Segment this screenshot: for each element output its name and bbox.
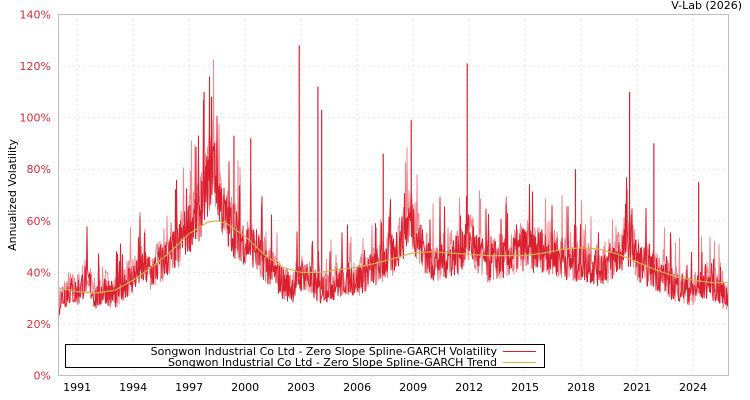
legend-label-trend: Songwon Industrial Co Ltd - Zero Slope S…: [168, 355, 497, 369]
x-tick-label: 2003: [287, 381, 315, 394]
legend-label-volatility: Songwon Industrial Co Ltd - Zero Slope S…: [150, 344, 497, 358]
y-axis-tick-labels: 0% 20% 40% 60% 80% 100% 120% 140%: [20, 9, 51, 383]
y-tick-label: 20%: [27, 318, 51, 331]
x-tick-label: 2000: [231, 381, 259, 394]
y-tick-label: 0%: [34, 370, 51, 383]
x-tick-label: 2012: [455, 381, 483, 394]
grid-lines: [58, 14, 729, 376]
y-tick-label: 120%: [20, 60, 51, 73]
x-tick-label: 2009: [399, 381, 427, 394]
x-tick-label: 2018: [567, 381, 595, 394]
y-tick-label: 80%: [27, 163, 51, 176]
legend-item-trend: Songwon Industrial Co Ltd - Zero Slope S…: [168, 355, 536, 369]
y-tick-label: 140%: [20, 9, 51, 22]
chart-credit: V-Lab (2026): [671, 0, 742, 12]
trend-series: [58, 220, 729, 294]
x-tick-label: 2015: [511, 381, 539, 394]
legend-swatch-trend: [503, 361, 536, 363]
x-tick-label: 2021: [623, 381, 651, 394]
x-tick-label: 1991: [63, 381, 91, 394]
legend-item-volatility: Songwon Industrial Co Ltd - Zero Slope S…: [150, 344, 536, 358]
y-axis-label: Annualized Volatility: [6, 139, 19, 251]
y-tick-label: 40%: [27, 266, 51, 279]
volatility-series: [58, 45, 729, 317]
y-tick-label: 60%: [27, 215, 51, 228]
x-tick-label: 2024: [679, 381, 707, 394]
y-tick-label: 100%: [20, 112, 51, 125]
plot-frame: [58, 14, 729, 376]
x-tick-label: 2006: [343, 381, 371, 394]
x-axis-tick-labels: 1991 1994 1997 2000 2003 2006 2009 2012 2015 2018…: [63, 381, 707, 394]
legend-swatch-volatility: [503, 350, 536, 352]
x-tick-label: 1994: [119, 381, 147, 394]
chart-legend: Songwon Industrial Co Ltd - Zero Slope S…: [65, 344, 545, 369]
x-tick-label: 1997: [175, 381, 203, 394]
